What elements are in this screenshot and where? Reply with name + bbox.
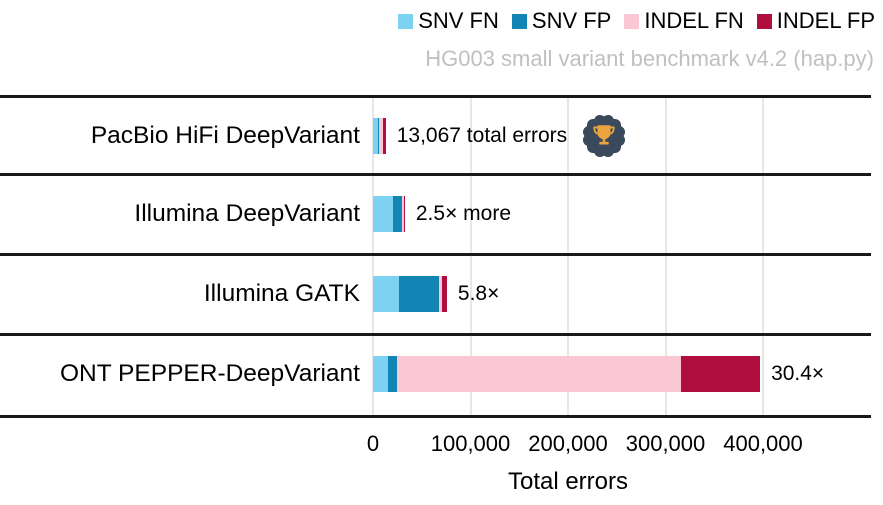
- x-axis-title: Total errors: [507, 468, 629, 495]
- bar-segment-snv-fp: [392, 196, 402, 232]
- bar-segment-snv-fn: [373, 196, 393, 232]
- x-axis-line: [0, 415, 871, 418]
- legend-item-snv-fn: SNV FN: [398, 9, 499, 33]
- row-separator-line: [0, 253, 871, 256]
- legend-item-indel-fn: INDEL FN: [624, 8, 744, 33]
- category-label: Illumina GATK: [203, 280, 360, 307]
- chart-row-illumina-gatk: Illumina GATK 5.8×: [0, 254, 883, 334]
- category-label: ONT PEPPER-DeepVariant: [59, 360, 360, 387]
- bar-segment-indel-fn: [438, 276, 442, 312]
- chart-row-pacbio-hifi-deepvariant: PacBio HiFi DeepVariant 13,067 total err…: [0, 96, 883, 176]
- legend-label: SNV FP: [531, 8, 612, 33]
- bar-annotation: 2.5× more: [416, 174, 511, 254]
- bar-segment-indel-fp: [403, 196, 406, 232]
- annotation-text: 2.5× more: [415, 202, 512, 225]
- category-label: PacBio HiFi DeepVariant: [90, 122, 360, 149]
- bar-annotation: 30.4×: [771, 334, 824, 414]
- legend-item-snv-fp: SNV FP: [511, 8, 612, 33]
- bar-segment-indel-fp: [681, 356, 761, 392]
- legend: SNV FN SNV FP INDEL FN INDEL FP: [398, 9, 875, 33]
- x-tick-label: 400,000: [723, 431, 803, 456]
- legend-label: INDEL FP: [776, 8, 875, 33]
- bar-segment-indel-fn: [401, 196, 404, 232]
- bar-segment-snv-fp: [377, 118, 380, 154]
- trophy-badge-icon: [578, 110, 630, 162]
- bar-segment-indel-fn: [397, 356, 682, 392]
- bar-segment-indel-fp: [441, 276, 447, 312]
- annotation-text: 13,067 total errors: [396, 124, 568, 147]
- bar-segment-snv-fn: [373, 118, 378, 154]
- x-tick-label: 200,000: [528, 431, 608, 456]
- x-tick-label: 0: [366, 431, 380, 456]
- category-label: Illumina DeepVariant: [134, 200, 360, 227]
- legend-item-indel-fp: INDEL FP: [756, 8, 875, 33]
- gridline: [372, 96, 374, 415]
- bar-segment-snv-fn: [373, 276, 399, 312]
- gridline: [664, 96, 667, 415]
- gridline: [762, 96, 764, 415]
- chart-subtitle: HG003 small variant benchmark v4.2 (hap.…: [425, 46, 874, 71]
- bar-segment-indel-fp: [382, 118, 386, 154]
- bar-segment-indel-fn: [379, 118, 383, 154]
- row-separator-line: [0, 333, 871, 336]
- bar-annotation: 13,067 total errors: [397, 96, 630, 176]
- annotation-text: 5.8×: [457, 282, 500, 305]
- bar-segment-snv-fp: [387, 356, 398, 392]
- chart-row-illumina-deepvariant: Illumina DeepVariant 2.5× more: [0, 174, 883, 254]
- row-separator-line: [0, 173, 871, 176]
- bar-segment-snv-fn: [373, 356, 388, 392]
- x-tick-label: 300,000: [625, 431, 706, 456]
- annotation-text: 30.4×: [771, 362, 825, 385]
- legend-swatch-square: [756, 13, 772, 29]
- legend-label: SNV FN: [418, 8, 499, 33]
- gridline: [567, 96, 569, 415]
- bar-segment-snv-fp: [398, 276, 439, 312]
- legend-swatch-square: [624, 13, 640, 29]
- bar-annotation: 5.8×: [458, 254, 499, 334]
- gridline: [469, 96, 472, 415]
- trophy-icon: [593, 125, 615, 145]
- legend-label: INDEL FN: [644, 8, 744, 33]
- row-separator-line: [0, 95, 871, 98]
- x-tick-label: 100,000: [430, 431, 511, 456]
- legend-swatch-square: [398, 13, 414, 29]
- legend-swatch-square: [511, 13, 527, 29]
- chart-row-ont-pepper-deepvariant: ONT PEPPER-DeepVariant 30.4×: [0, 334, 883, 414]
